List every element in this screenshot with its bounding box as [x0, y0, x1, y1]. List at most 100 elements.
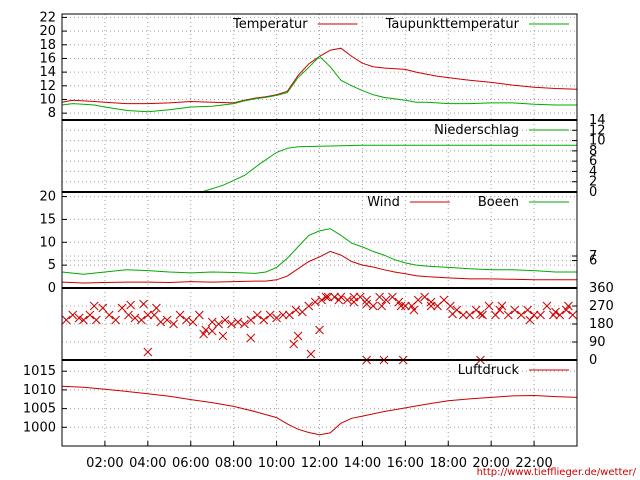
data-point-x-marker — [175, 310, 185, 320]
x-tick-label: 22:00 — [515, 456, 552, 471]
data-point-x-marker — [182, 315, 191, 325]
data-point-x-marker — [152, 303, 161, 313]
data-point-x-marker — [394, 297, 404, 307]
x-tick-label: 18:00 — [430, 456, 467, 471]
data-point-x-marker — [516, 310, 526, 320]
y-tick-label-left: 1000 — [23, 420, 56, 435]
data-point-x-marker — [510, 305, 520, 315]
data-point-x-marker — [388, 292, 397, 302]
data-point-x-marker — [568, 310, 578, 320]
data-point-x-marker — [396, 301, 406, 311]
data-point-x-marker — [317, 295, 326, 305]
data-point-x-marker — [529, 310, 539, 320]
legend-label: Luftdruck — [458, 363, 520, 378]
data-point-x-marker — [426, 301, 436, 311]
y-tick-label-right: 14 — [589, 113, 606, 128]
data-point-x-marker — [285, 310, 294, 320]
y-tick-label-right: 6 — [589, 154, 597, 169]
y-tick-label-left: 14 — [39, 65, 56, 80]
data-point-x-marker — [218, 331, 228, 341]
series-line-niederschlag — [62, 144, 577, 193]
data-point-x-marker — [400, 301, 410, 311]
data-point-x-marker — [246, 315, 256, 325]
grid-lines — [62, 14, 577, 446]
data-point-x-marker — [497, 301, 507, 311]
x-tick-label: 20:00 — [472, 456, 509, 471]
data-point-x-marker — [220, 315, 230, 325]
data-point-x-marker — [98, 303, 108, 313]
data-point-x-marker — [194, 310, 204, 320]
data-point-x-marker — [304, 301, 314, 311]
data-point-x-marker — [272, 313, 281, 323]
y-tick-label-right: 90 — [589, 335, 606, 350]
data-point-x-marker — [536, 310, 545, 320]
data-point-x-marker — [199, 329, 208, 339]
data-point-x-marker — [323, 292, 333, 302]
data-point-x-marker — [143, 347, 153, 357]
x-tick-label: 10:00 — [258, 456, 295, 471]
data-point-x-marker — [240, 319, 249, 329]
data-point-x-marker — [310, 297, 320, 307]
data-point-x-marker — [343, 295, 352, 305]
data-point-x-marker — [409, 305, 419, 315]
y-tick-label-left: 18 — [39, 38, 56, 53]
data-point-x-marker — [252, 310, 262, 320]
data-point-x-marker — [476, 309, 485, 319]
data-point-x-marker — [293, 331, 303, 341]
data-point-x-marker — [368, 301, 378, 311]
data-point-x-marker — [555, 310, 565, 320]
data-point-x-marker — [124, 310, 133, 320]
data-point-x-marker — [278, 310, 288, 320]
data-point-x-marker — [169, 319, 178, 329]
y-tick-label-right: 360 — [589, 281, 614, 296]
data-point-x-marker — [126, 300, 136, 310]
panel-frames — [61, 13, 578, 447]
y-tick-label-left: 1015 — [23, 364, 56, 379]
data-point-x-marker — [381, 295, 391, 305]
x-tick-label: 04:00 — [129, 456, 166, 471]
data-point-x-marker — [265, 310, 275, 320]
data-point-x-marker — [137, 315, 146, 325]
y-tick-label-right: 7 — [589, 249, 597, 264]
data-point-x-marker — [491, 310, 500, 320]
legends: Taupunkttemperatur Temperatur Niederschlag… — [232, 17, 569, 378]
data-point-x-marker — [91, 315, 101, 325]
data-point-x-marker — [227, 319, 236, 329]
tick-labels: 8101214161820220246810121405101520670901… — [23, 10, 614, 471]
data-point-x-marker — [306, 349, 316, 359]
data-point-x-marker — [355, 292, 365, 302]
y-tick-label-left: 15 — [39, 212, 56, 227]
data-point-x-marker — [89, 301, 99, 311]
data-point-x-marker — [188, 317, 198, 327]
y-tick-label-left: 12 — [39, 79, 56, 94]
data-point-x-marker — [79, 315, 88, 325]
y-tick-label-left: 1005 — [23, 402, 56, 417]
data-point-x-marker — [117, 303, 127, 313]
series-line-wind — [61, 250, 577, 284]
source-url[interactable]: http://www.tiefflieger.de/wetter/ — [477, 467, 637, 478]
y-tick-label-right: 6 — [589, 254, 597, 269]
legend-label: Boeen — [478, 195, 519, 210]
legend-label: Temperatur — [232, 17, 308, 32]
y-tick-label-left: 0 — [48, 281, 56, 296]
data-point-x-marker — [362, 299, 372, 309]
data-point-x-marker — [525, 315, 535, 325]
data-point-x-marker — [349, 297, 359, 307]
data-point-x-marker — [448, 309, 457, 319]
series-line-taupunkttemperatur — [61, 55, 577, 113]
y-tick-label-left: 1010 — [23, 383, 56, 398]
data-point-x-marker — [495, 305, 505, 315]
data-point-x-marker — [74, 313, 84, 323]
data-point-x-marker — [156, 317, 166, 327]
data-point-x-marker — [246, 333, 256, 343]
y-tick-label-left: 16 — [39, 51, 56, 66]
data-point-x-marker — [143, 310, 153, 320]
data-point-x-marker — [465, 310, 475, 320]
series-line-luftdruck — [61, 385, 578, 436]
data-point-x-marker — [330, 292, 339, 302]
data-point-x-marker — [85, 310, 95, 320]
data-point-x-marker — [61, 315, 71, 325]
data-point-x-marker — [139, 299, 148, 309]
data-point-x-marker — [111, 315, 120, 325]
